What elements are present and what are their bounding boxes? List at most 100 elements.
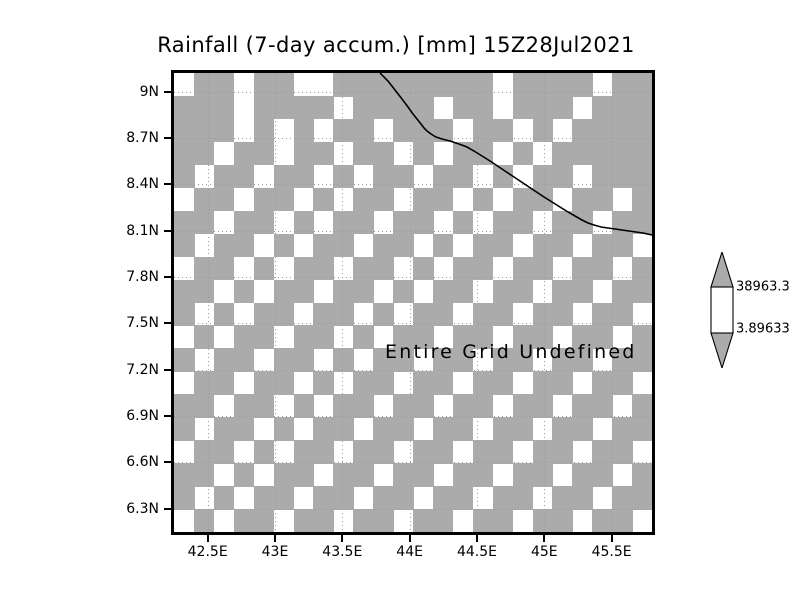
rainfall-cell — [552, 73, 573, 97]
y-axis-label: 8.4N — [126, 176, 159, 193]
rainfall-cell — [413, 463, 434, 487]
rainfall-cell — [432, 73, 454, 97]
rainfall-cell — [273, 164, 295, 189]
rainfall-cell — [293, 279, 315, 304]
rainfall-cell — [373, 348, 394, 372]
rainfall-cell — [452, 417, 474, 441]
gridline-horizontal — [174, 462, 652, 464]
gridline-vertical — [274, 73, 276, 532]
rainfall-cell — [174, 164, 195, 189]
rainfall-cell — [592, 256, 613, 281]
rainfall-cell — [612, 279, 633, 304]
rainfall-cell — [233, 509, 255, 532]
rainfall-cell — [432, 440, 454, 464]
rainfall-cell — [432, 164, 454, 189]
rainfall-cell — [393, 279, 414, 304]
rainfall-cell — [213, 371, 235, 395]
rainfall-cell — [393, 394, 414, 418]
rainfall-cell — [293, 463, 315, 487]
rainfall-cell — [213, 486, 235, 510]
rainfall-cell — [413, 371, 434, 395]
gridline-vertical — [544, 73, 546, 532]
rainfall-cell — [612, 509, 633, 532]
rainfall-cell — [393, 325, 414, 349]
rainfall-cell — [373, 302, 394, 327]
rainfall-cell — [233, 210, 255, 235]
rainfall-cell — [512, 187, 534, 212]
x-axis-tick — [273, 535, 276, 542]
rainfall-cell — [293, 118, 315, 143]
rainfall-cell — [273, 279, 295, 304]
gridline-horizontal — [174, 184, 652, 186]
rainfall-cell — [592, 141, 613, 166]
rainfall-cell — [193, 256, 215, 281]
rainfall-cell — [452, 394, 474, 418]
rainfall-cell — [532, 164, 554, 189]
rainfall-cell — [213, 73, 235, 97]
rainfall-cell — [612, 371, 633, 395]
rainfall-cell — [632, 210, 652, 235]
y-axis-label: 8.1N — [126, 222, 159, 239]
y-axis-tick — [164, 90, 171, 93]
gridline-vertical — [476, 73, 478, 532]
rainfall-cell — [452, 325, 474, 349]
rainfall-cell — [413, 509, 434, 532]
x-axis-tick — [543, 535, 546, 542]
rainfall-cell — [612, 118, 633, 143]
rainfall-cell — [572, 187, 593, 212]
rainfall-cell — [512, 279, 534, 304]
rainfall-cell — [253, 256, 275, 281]
rainfall-cell — [532, 440, 554, 464]
gridline-vertical — [409, 73, 411, 532]
rainfall-cell — [492, 118, 514, 143]
colorbar-lower-label: 3.89633 — [736, 321, 790, 337]
rainfall-cell — [413, 325, 434, 349]
rainfall-cell — [572, 417, 593, 441]
rainfall-cell — [353, 95, 374, 120]
rainfall-cell — [353, 73, 374, 97]
rainfall-cell — [333, 210, 354, 235]
rainfall-cell — [213, 118, 235, 143]
rainfall-cell — [492, 210, 514, 235]
rainfall-cell — [193, 509, 215, 532]
rainfall-cell — [333, 73, 354, 97]
rainfall-cell — [532, 118, 554, 143]
rainfall-cell — [572, 118, 593, 143]
gridline-vertical — [342, 73, 344, 532]
y-axis-tick — [164, 183, 171, 186]
rainfall-cell — [592, 394, 613, 418]
rainfall-cell — [572, 486, 593, 510]
rainfall-cell — [174, 210, 195, 235]
rainfall-cell — [413, 394, 434, 418]
rainfall-cell — [174, 417, 195, 441]
rainfall-cell — [512, 463, 534, 487]
x-axis-label: 42.5E — [187, 544, 228, 560]
rainfall-cell — [293, 509, 315, 532]
rainfall-cell — [353, 509, 374, 532]
rainfall-cell — [612, 95, 633, 120]
rainfall-cell — [273, 417, 295, 441]
rainfall-cell — [452, 95, 474, 120]
rainfall-cell — [393, 73, 414, 97]
rainfall-cell — [552, 417, 573, 441]
rainfall-cell — [393, 348, 414, 372]
rainfall-cell — [293, 210, 315, 235]
rainfall-cell — [413, 187, 434, 212]
y-axis-label: 6.9N — [126, 408, 159, 425]
rainfall-cell — [213, 417, 235, 441]
rainfall-cell — [273, 486, 295, 510]
rainfall-cell — [333, 394, 354, 418]
rainfall-cell — [413, 440, 434, 464]
y-axis-label: 8.7N — [126, 129, 159, 146]
rainfall-cell — [592, 302, 613, 327]
y-axis-label: 9N — [139, 83, 159, 100]
rainfall-cell — [253, 325, 275, 349]
rainfall-cell — [253, 95, 275, 120]
rainfall-cell — [632, 187, 652, 212]
gridline-horizontal — [174, 230, 652, 232]
rainfall-cell — [373, 371, 394, 395]
rainfall-cell — [293, 141, 315, 166]
rainfall-cell — [393, 118, 414, 143]
rainfall-cell — [293, 256, 315, 281]
rainfall-cell — [592, 233, 613, 258]
